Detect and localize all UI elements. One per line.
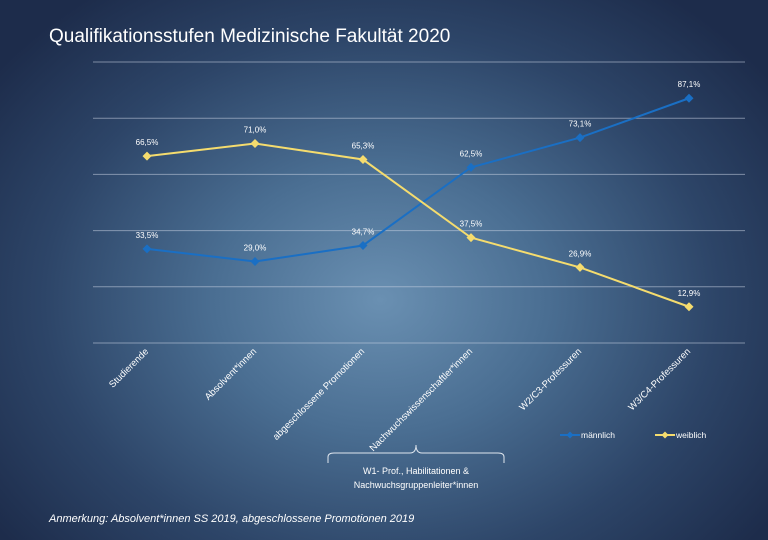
x-tick-label: Absolvent*innen	[203, 346, 259, 402]
data-point-marker	[684, 93, 694, 103]
series-line	[146, 142, 690, 308]
data-point-marker	[575, 133, 585, 143]
legend-label: weiblich	[675, 430, 707, 440]
data-label: 71,0%	[244, 125, 267, 134]
data-label: 26,9%	[569, 249, 592, 258]
footnote: Anmerkung: Absolvent*innen SS 2019, abge…	[49, 513, 415, 525]
data-point-marker	[466, 162, 476, 172]
data-label: 29,0%	[244, 244, 267, 253]
data-point-marker	[358, 240, 368, 250]
data-point-marker	[142, 151, 152, 161]
legend-marker	[566, 431, 574, 439]
x-tick-label: W3/C4-Professuren	[626, 346, 693, 413]
bracket-label-line-1: W1- Prof., Habilitationen &	[363, 466, 469, 476]
data-point-marker	[250, 138, 260, 148]
data-point-marker	[466, 233, 476, 243]
legend-label: männlich	[581, 430, 615, 440]
data-label: 34,7%	[352, 227, 375, 236]
data-label: 87,1%	[678, 80, 701, 89]
data-label: 33,5%	[136, 231, 159, 240]
x-tick-label: W2/C3-Professuren	[517, 346, 584, 413]
x-tick-label: Nachwuchswissenschaftler*innen	[368, 346, 475, 453]
legend-item-weiblich: weiblich	[655, 430, 707, 440]
data-label: 12,9%	[678, 289, 701, 298]
data-point-marker	[684, 302, 694, 312]
data-point-marker	[250, 257, 260, 267]
data-point-marker	[575, 262, 585, 272]
data-label: 66,5%	[136, 138, 159, 147]
x-tick-label: Studierende	[107, 346, 151, 390]
data-label: 73,1%	[569, 120, 592, 129]
data-point-marker	[358, 155, 368, 165]
series-line	[146, 97, 690, 263]
data-label: 62,5%	[460, 149, 483, 158]
legend-item-männlich: männlich	[560, 430, 615, 440]
bracket-label-line-2: Nachwuchsgruppenleiter*innen	[354, 480, 479, 490]
chart-title: Qualifikationsstufen Medizinische Fakult…	[49, 26, 451, 47]
series-männlich: 33,5% 29,0% 34,7% 62,5% 73,1% 87,1%	[136, 80, 701, 267]
category-bracket: W1- Prof., Habilitationen & Nachwuchsgru…	[327, 444, 505, 490]
data-label: 37,5%	[460, 220, 483, 229]
legend-marker	[661, 431, 669, 439]
data-label: 65,3%	[352, 142, 375, 151]
x-tick-label: abgeschlossene Promotionen	[271, 346, 367, 442]
data-point-marker	[142, 244, 152, 254]
series-weiblich: 66,5% 71,0% 65,3% 37,5% 26,9% 12,9%	[136, 125, 701, 312]
